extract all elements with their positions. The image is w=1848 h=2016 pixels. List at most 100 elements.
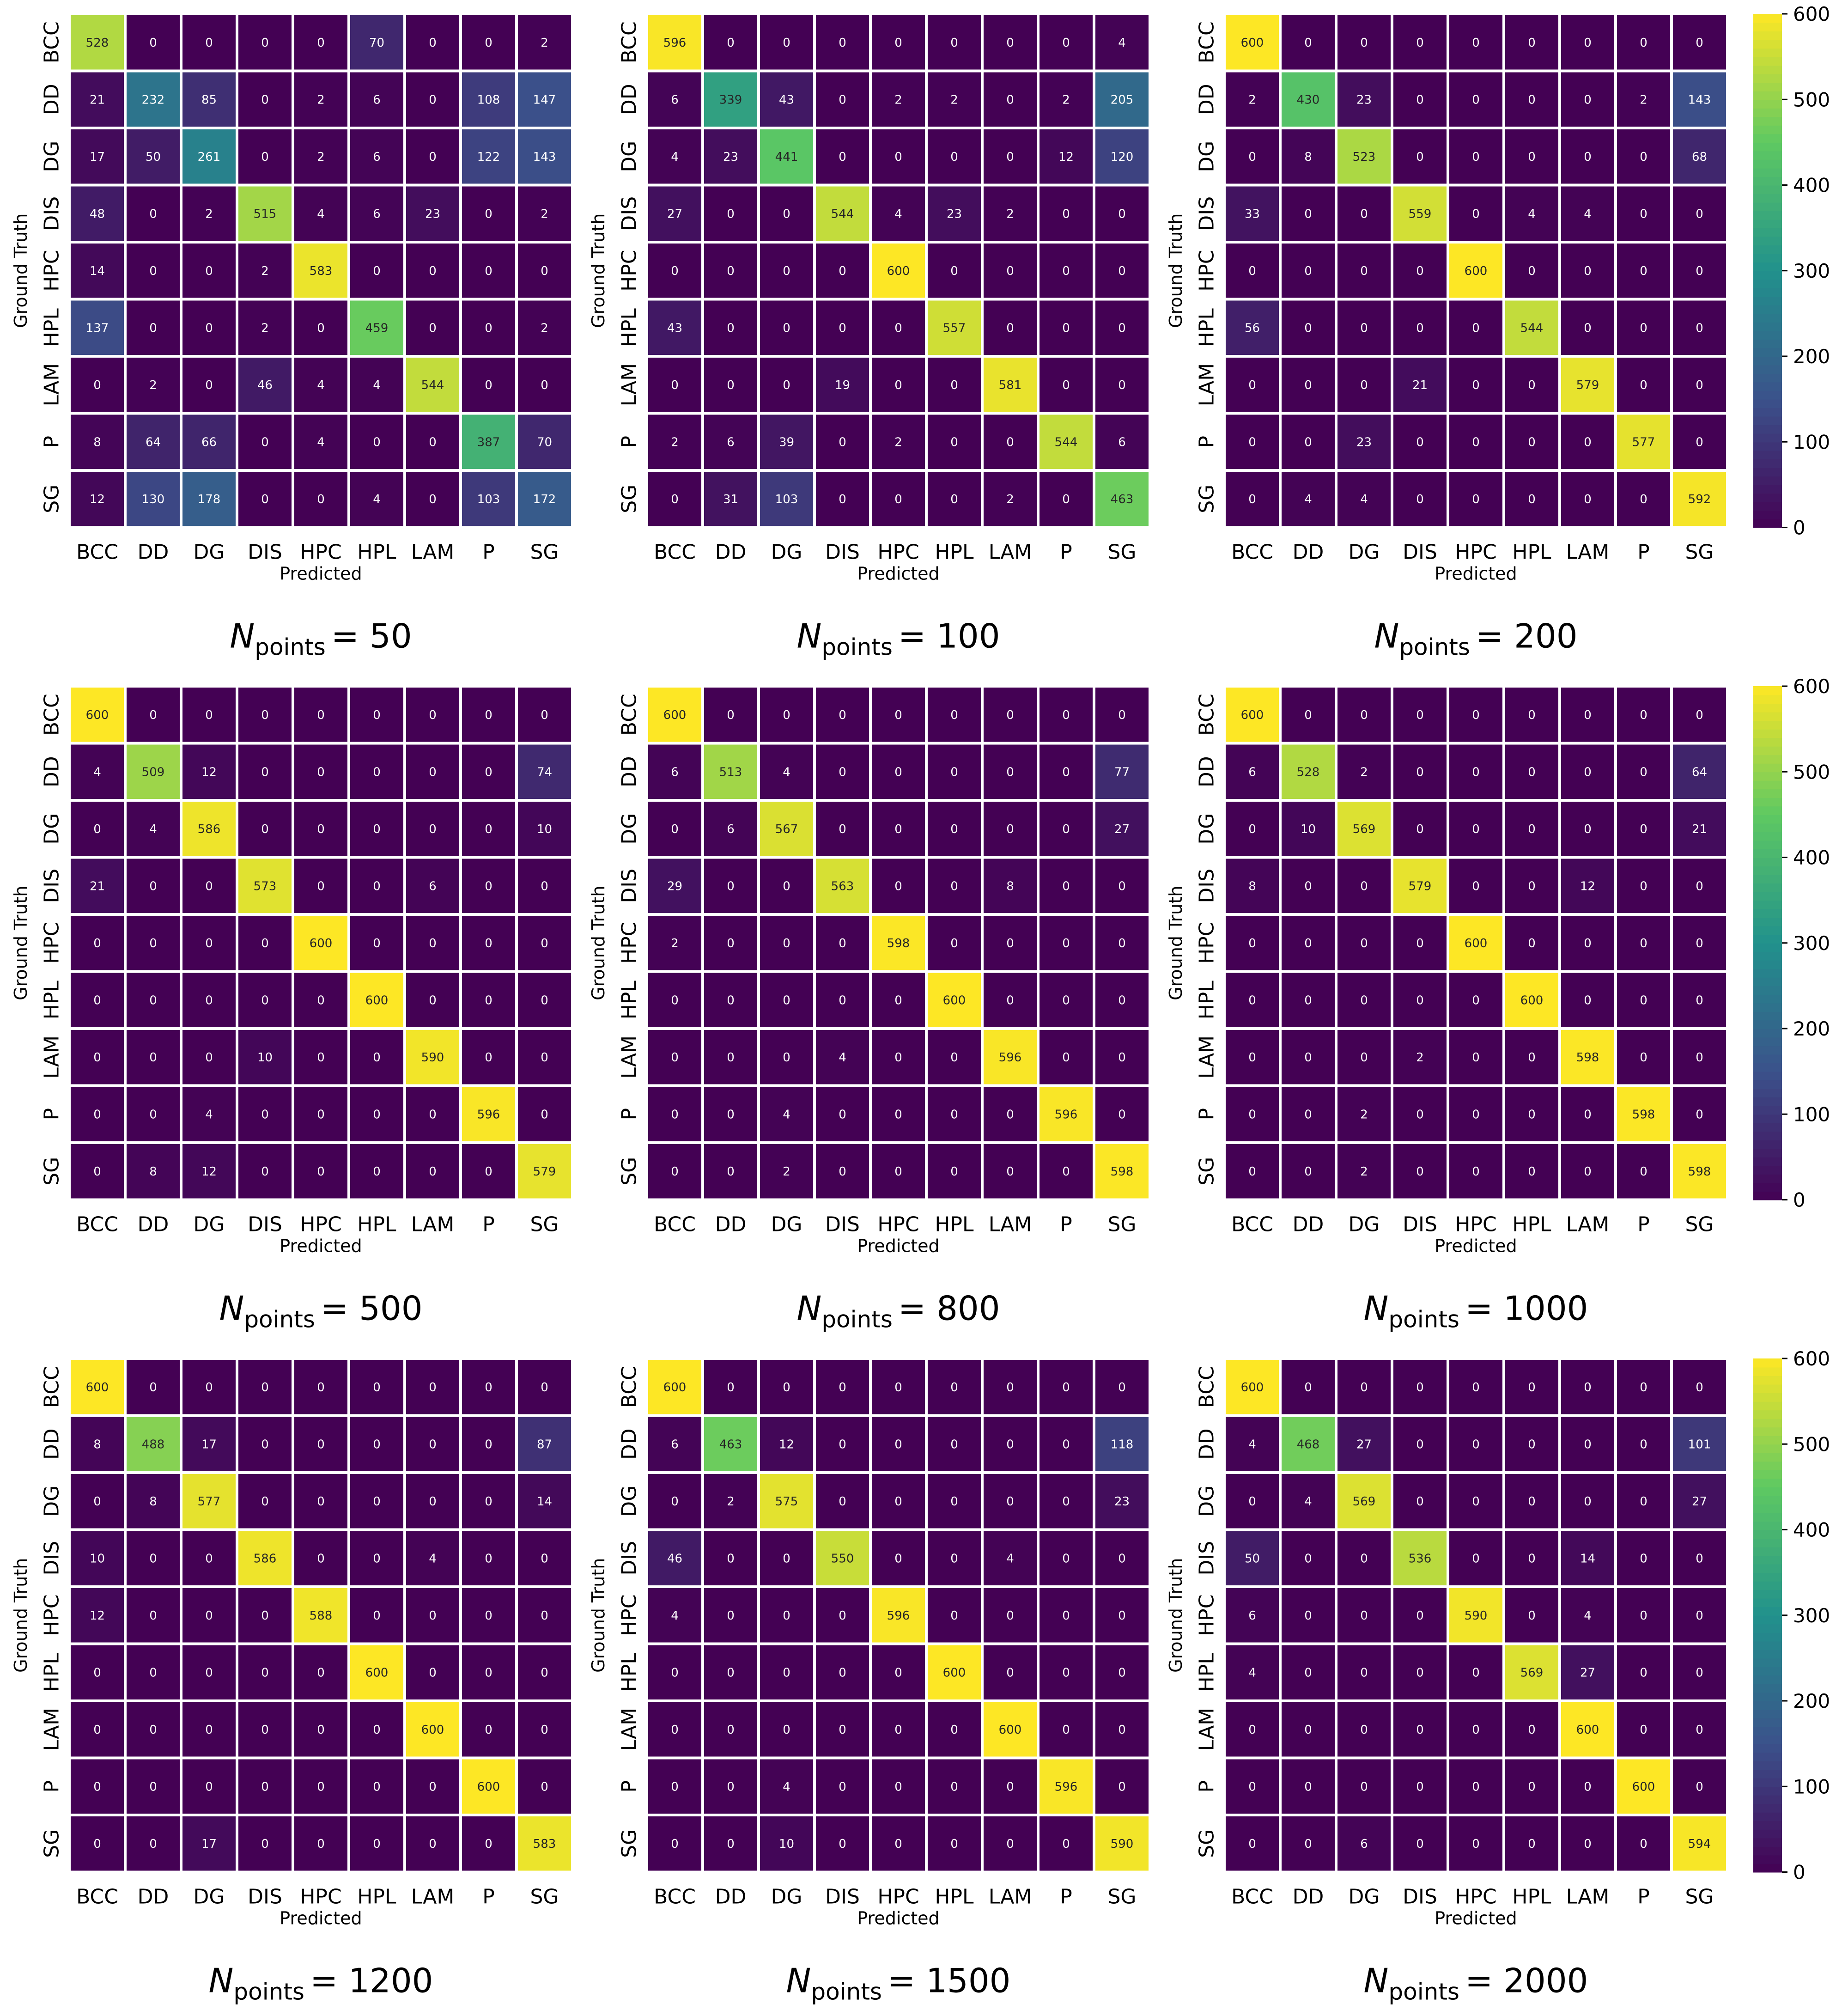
heatmap-cell [1558,685,1617,745]
colorbar-segment [1753,1795,1782,1804]
cell-value-label: 0 [1304,708,1312,722]
heatmap-cell [1279,1814,1337,1874]
y-tick-label: P [618,1780,641,1793]
cell-value-label: 0 [541,1051,548,1065]
heatmap-cell [403,1642,462,1702]
y-tick-label: BCC [618,694,641,736]
heatmap-cell [925,970,984,1030]
cell-value-label: 0 [1584,435,1592,449]
cell-value-label: 0 [894,321,902,335]
cell-value-label: 0 [1062,708,1070,722]
cell-value-label: 596 [1055,1108,1078,1121]
colorbar-segment [1753,1029,1782,1038]
cell-value-label: 0 [1118,378,1126,392]
heatmap-cell [981,913,1040,973]
x-axis-label: Predicted [280,1908,362,1929]
heatmap-cell [1391,1357,1449,1417]
cell-value-label: 0 [783,207,790,221]
cell-value-label: 0 [950,1552,958,1565]
cell-value-label: 0 [1062,822,1070,836]
heatmap-cell [869,685,928,745]
heatmap-cell [1335,241,1393,301]
y-tick-label: HPC [1195,922,1219,964]
colorbar-segment [1753,1838,1782,1847]
heatmap-cell [1223,412,1282,472]
heatmap-cell [515,913,574,973]
heatmap-cell [1670,183,1729,244]
cell-value-label: 0 [429,1609,437,1623]
x-tick-label: DIS [1403,1885,1437,1909]
cell-value-label: 0 [671,993,679,1007]
colorbar-segment [1753,746,1782,755]
cell-value-label: 0 [727,1609,735,1623]
heatmap-cell [180,1642,238,1702]
cell-value-label: 0 [1696,36,1703,50]
cell-value-label: 0 [894,822,902,836]
cell-value-label: 0 [1584,1495,1592,1509]
cell-value-label: 0 [317,1108,325,1121]
colorbar-segment [1753,1615,1782,1625]
colorbar-segment [1753,1486,1782,1496]
cell-value-label: 0 [894,1165,902,1179]
panel-title: Npoints = 1500 [786,1961,1011,2005]
colorbar-segment [1753,296,1782,305]
colorbar-segment [1753,797,1782,807]
cell-value-label: 4 [93,765,101,779]
colorbar-segment [1753,848,1782,858]
heatmap-cell [1335,856,1393,916]
cell-value-label: 0 [1416,765,1424,779]
cell-value-label: 46 [667,1552,682,1565]
cell-value-label: 0 [1640,1051,1647,1065]
heatmap-cell [1670,12,1729,73]
heatmap-cell [403,1084,462,1144]
cell-value-label: 56 [1245,321,1260,335]
colorbar-segment [1753,1105,1782,1115]
cell-value-label: 0 [1360,1051,1368,1065]
cell-value-label: 0 [1696,1723,1703,1737]
x-tick-label: DG [771,541,802,564]
cell-value-label: 0 [894,1552,902,1565]
heatmap-cell [68,355,127,415]
heatmap-cell [813,1528,872,1588]
heatmap-cell [1670,241,1729,301]
cell-value-label: 0 [671,1165,679,1179]
cell-value-label: 0 [839,822,846,836]
cell-value-label: 600 [1520,993,1544,1007]
cell-value-label: 0 [1118,1381,1126,1395]
cell-value-label: 0 [1584,1780,1592,1794]
cell-value-label: 0 [839,1723,846,1737]
cell-value-label: 0 [485,879,492,893]
cell-value-label: 6 [373,150,381,164]
colorbar-segment [1753,703,1782,713]
colorbar-segment [1753,1590,1782,1599]
cell-value-label: 0 [541,378,548,392]
heatmap-cell [1093,1141,1151,1201]
heatmap-cell [180,913,238,973]
heatmap-cell [645,685,704,745]
cell-value-label: 0 [1584,264,1592,278]
cell-value-label: 544 [421,378,444,392]
cell-value-label: 0 [950,937,958,950]
cell-value-label: 0 [373,435,381,449]
y-tick-label: DG [40,1486,64,1517]
cell-value-label: 0 [950,378,958,392]
colorbar-segment [1753,1139,1782,1149]
colorbar-segment [1753,1157,1782,1166]
y-tick-label: P [618,436,641,448]
cell-value-label: 0 [1006,1837,1014,1851]
cell-value-label: 0 [783,321,790,335]
heatmap-cell [347,1357,406,1417]
colorbar-segment [1753,1675,1782,1684]
heatmap-cell [1391,1814,1449,1874]
heatmap-cell [1502,469,1561,529]
heatmap-cell [459,1756,518,1816]
cell-value-label: 0 [1304,1837,1312,1851]
colorbar-segment [1753,977,1782,987]
heatmap-cell [645,469,704,529]
cell-value-label: 0 [485,1666,492,1680]
cell-value-label: 0 [1006,765,1014,779]
y-tick-label: HPC [618,1595,641,1636]
cell-value-label: 0 [1528,1165,1536,1179]
cell-value-label: 0 [317,493,325,506]
cell-value-label: 0 [1006,1108,1014,1121]
